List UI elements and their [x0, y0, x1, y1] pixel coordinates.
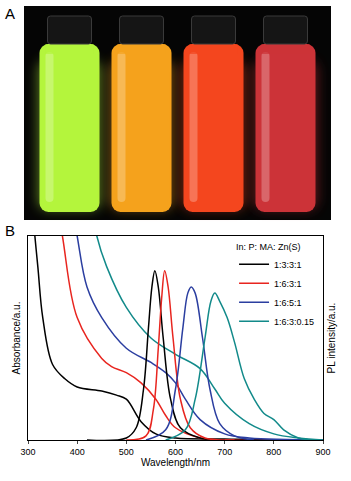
svg-text:400: 400: [70, 447, 85, 457]
svg-text:900: 900: [315, 447, 330, 457]
html-text:A: A: [5, 5, 15, 22]
svg-text:500: 500: [119, 447, 134, 457]
svg-text:600: 600: [168, 447, 183, 457]
svg-text:1:6:5:1: 1:6:5:1: [274, 298, 302, 308]
svg-text:PL intensity/a.u.: PL intensity/a.u.: [326, 303, 337, 374]
svg-text:300: 300: [20, 447, 35, 457]
svg-text:700: 700: [217, 447, 232, 457]
svg-text:Wavelength/nm: Wavelength/nm: [141, 457, 210, 468]
svg-text:800: 800: [266, 447, 281, 457]
svg-text:Absorbance/a.u.: Absorbance/a.u.: [11, 302, 22, 375]
svg-text:1:6:3:1: 1:6:3:1: [274, 279, 302, 289]
html-text:B: B: [5, 222, 15, 239]
svg-text:1:6:3:0.15: 1:6:3:0.15: [274, 317, 314, 327]
svg-text:In: P: MA: Zn(S): In: P: MA: Zn(S): [236, 242, 301, 252]
svg-text:1:3:3:1: 1:3:3:1: [274, 260, 302, 270]
